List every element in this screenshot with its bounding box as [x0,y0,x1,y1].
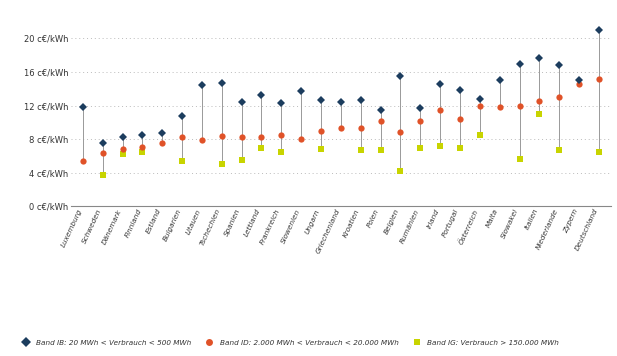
Legend: Band IB: 20 MWh < Verbrauch < 500 MWh, Band ID: 2.000 MWh < Verbrauch < 20.000 M: Band IB: 20 MWh < Verbrauch < 500 MWh, B… [16,337,561,349]
